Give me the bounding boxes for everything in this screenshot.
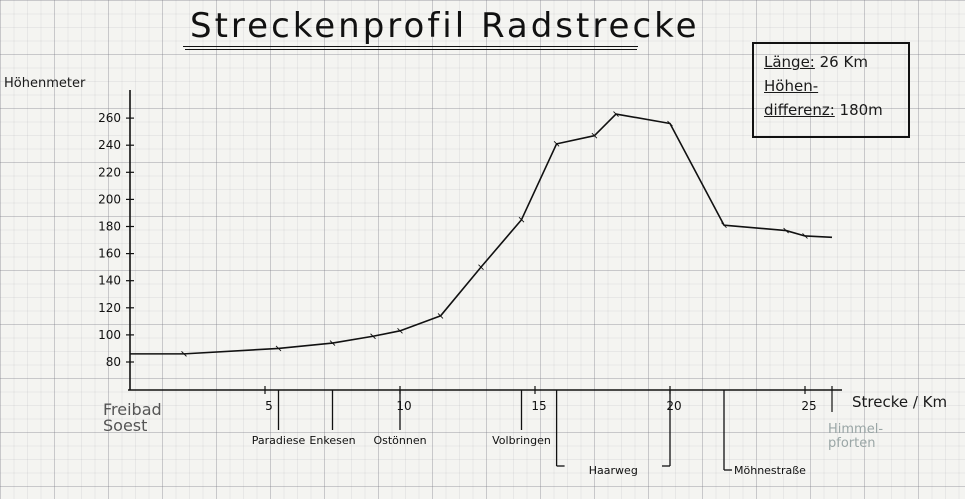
data-point [181,351,187,357]
diff-value: 180m [839,101,883,119]
y-tick-label: 240 [98,138,121,152]
data-point [783,227,789,234]
y-tick-label: 180 [98,220,121,234]
data-point [275,345,282,352]
start-label-line-1: Freibad [103,400,162,419]
data-point [437,313,444,319]
data-point [613,111,619,117]
info-box: Länge: 26 Km Höhen- differenz: 180m [752,42,910,138]
data-point [591,132,598,139]
start-label-line-2: Soest [103,416,148,435]
start-label: Freibad Soest [103,402,162,434]
data-point [397,328,403,334]
y-tick-label: 140 [98,274,121,288]
x-tick-label: 25 [801,399,816,413]
place-label: Ostönnen [373,434,426,447]
place-label: Haarweg [589,464,638,477]
chart-axes [128,90,842,391]
data-point [370,333,376,340]
length-value: 26 Km [819,53,868,71]
place-label: Paradiese [252,434,306,447]
diff-row-1: Höhen- [764,74,898,98]
end-label-line-1: Himmel- [828,422,884,437]
y-ticks: 80 100 120 140 160 180 200 220 240 260 [98,111,134,369]
y-tick-label: 220 [98,165,121,179]
y-tick-label: 200 [98,192,121,206]
x-axis-label: Strecke / Km [852,393,948,411]
data-point [553,141,560,147]
data-point [802,233,808,239]
end-label-line-2: pforten [828,436,876,451]
length-row: Länge: 26 Km [764,50,898,74]
elevation-line [130,113,833,355]
y-tick-label: 260 [98,111,121,125]
data-point [478,264,484,270]
place-label: Möhnestraße [734,464,806,477]
diff-label-2: differenz: [764,101,835,119]
data-point [518,216,525,223]
data-point [667,120,673,127]
title-underline-2 [185,49,637,50]
end-label: Himmel- pforten [828,423,883,451]
diff-row-2: differenz: 180m [764,98,898,122]
chart-title: Streckenprofil Radstrecke [190,6,700,46]
data-point [721,222,727,228]
title-underline [183,46,638,47]
series [130,111,833,357]
x-tick-label: 20 [666,399,681,413]
diff-label-1: Höhen- [764,77,819,95]
place-markers: Paradiese Enkesen Ostönnen Volbringen Haarwe… [252,390,806,477]
data-point [329,340,336,346]
x-tick-label: 10 [396,399,411,413]
place-label: Volbringen [492,434,551,447]
y-tick-label: 160 [98,247,121,261]
y-tick-label: 120 [98,301,121,315]
y-axis-label: Höhenmeter [4,76,86,91]
y-tick-label: 80 [106,355,121,369]
x-tick-label: 15 [531,399,546,413]
length-label: Länge: [764,53,815,71]
x-tick-label: 5 [265,399,273,413]
y-tick-label: 100 [98,328,121,342]
place-label: Enkesen [309,434,355,447]
